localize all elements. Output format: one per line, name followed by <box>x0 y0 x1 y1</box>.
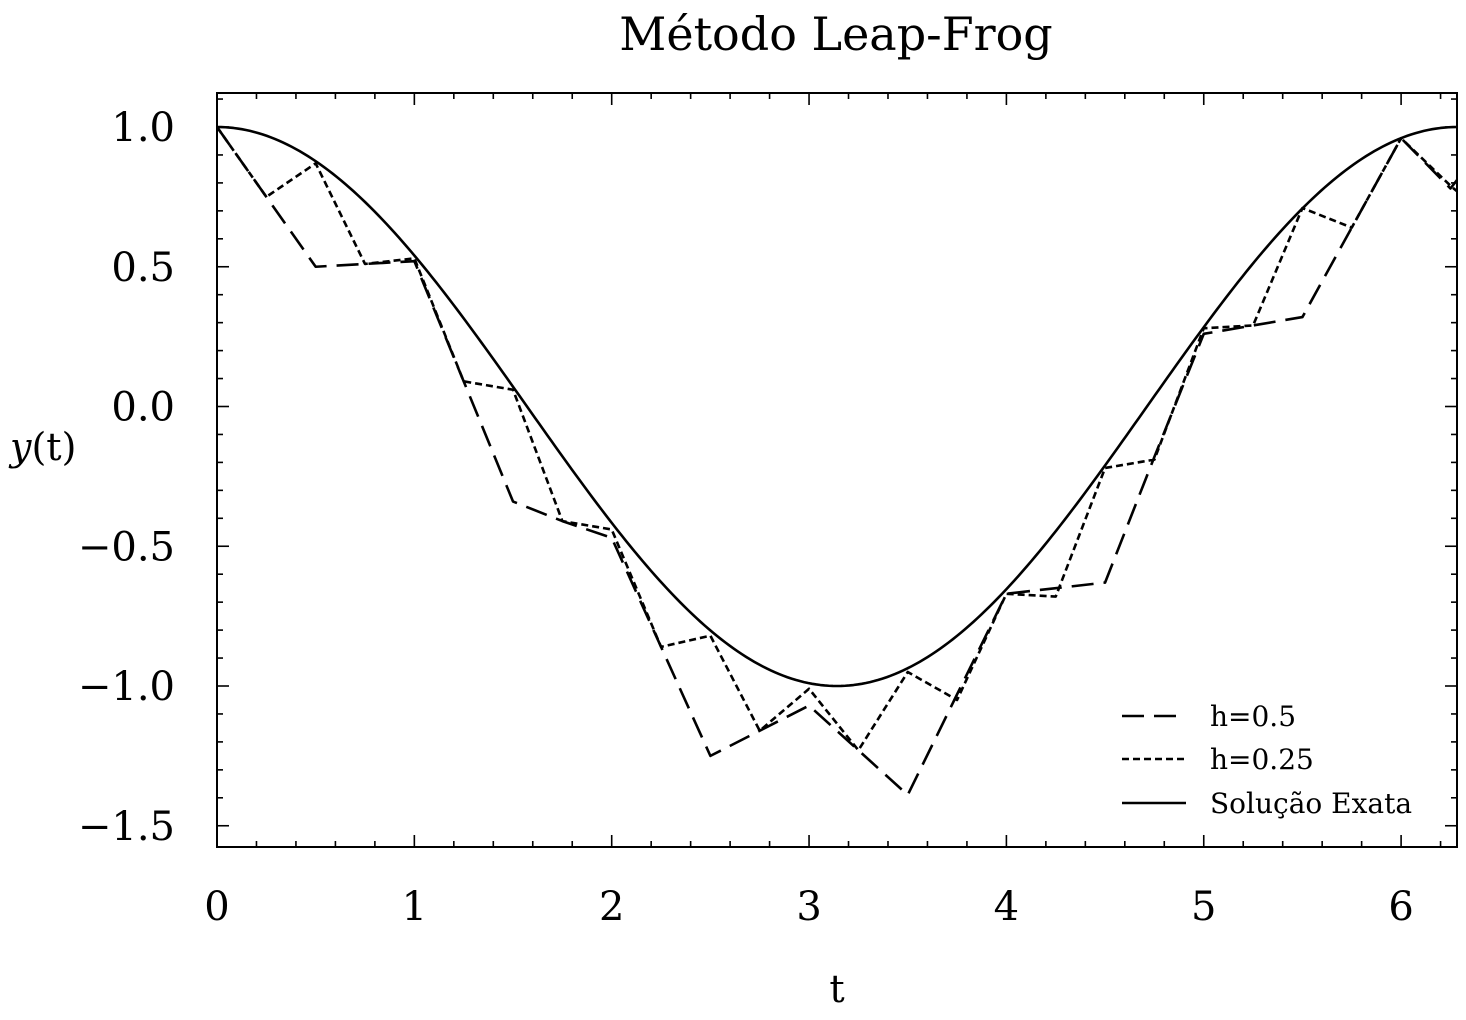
plot-frame <box>216 92 1458 848</box>
y-tick-label: −0.5 <box>78 524 175 570</box>
y-axis-label: y(t) <box>8 425 76 469</box>
x-tick-label: 1 <box>402 884 427 930</box>
x-tick-label: 6 <box>1388 884 1413 930</box>
y-tick-label: 0.0 <box>111 385 175 431</box>
x-tick-label: 2 <box>599 884 624 930</box>
x-tick-label: 5 <box>1191 884 1216 930</box>
chart-title: Método Leap-Frog <box>619 7 1053 61</box>
x-axis-label: t <box>829 967 844 1011</box>
y-tick-label: 1.0 <box>111 105 175 151</box>
legend-label-h025: h=0.25 <box>1210 743 1314 776</box>
y-tick-label: −1.0 <box>78 664 175 710</box>
y-tick-labels: 1.0 0.5 0.0 −0.5 −1.0 −1.5 <box>78 105 175 850</box>
y-axis-label-rest: (t) <box>31 425 76 469</box>
x-tick-labels: 0 1 2 3 4 5 6 <box>204 884 1414 930</box>
legend-label-exact: Solução Exata <box>1210 787 1412 820</box>
x-tick-label: 3 <box>796 884 821 930</box>
series-line-0 <box>215 126 1459 797</box>
series-layer <box>215 125 1459 797</box>
legend: h=0.5 h=0.25 Solução Exata <box>1122 700 1412 820</box>
legend-label-h05: h=0.5 <box>1210 700 1296 733</box>
x-tick-label: 4 <box>994 884 1019 930</box>
y-tick-label: −1.5 <box>78 804 175 850</box>
x-tick-label: 0 <box>204 884 229 930</box>
ticks-layer <box>216 93 1457 847</box>
plot-area <box>215 92 1459 848</box>
y-axis-label-italic: y <box>8 425 32 469</box>
series-line-2 <box>216 125 1458 688</box>
series-line-1 <box>215 126 1458 752</box>
y-tick-label: 0.5 <box>111 245 175 291</box>
